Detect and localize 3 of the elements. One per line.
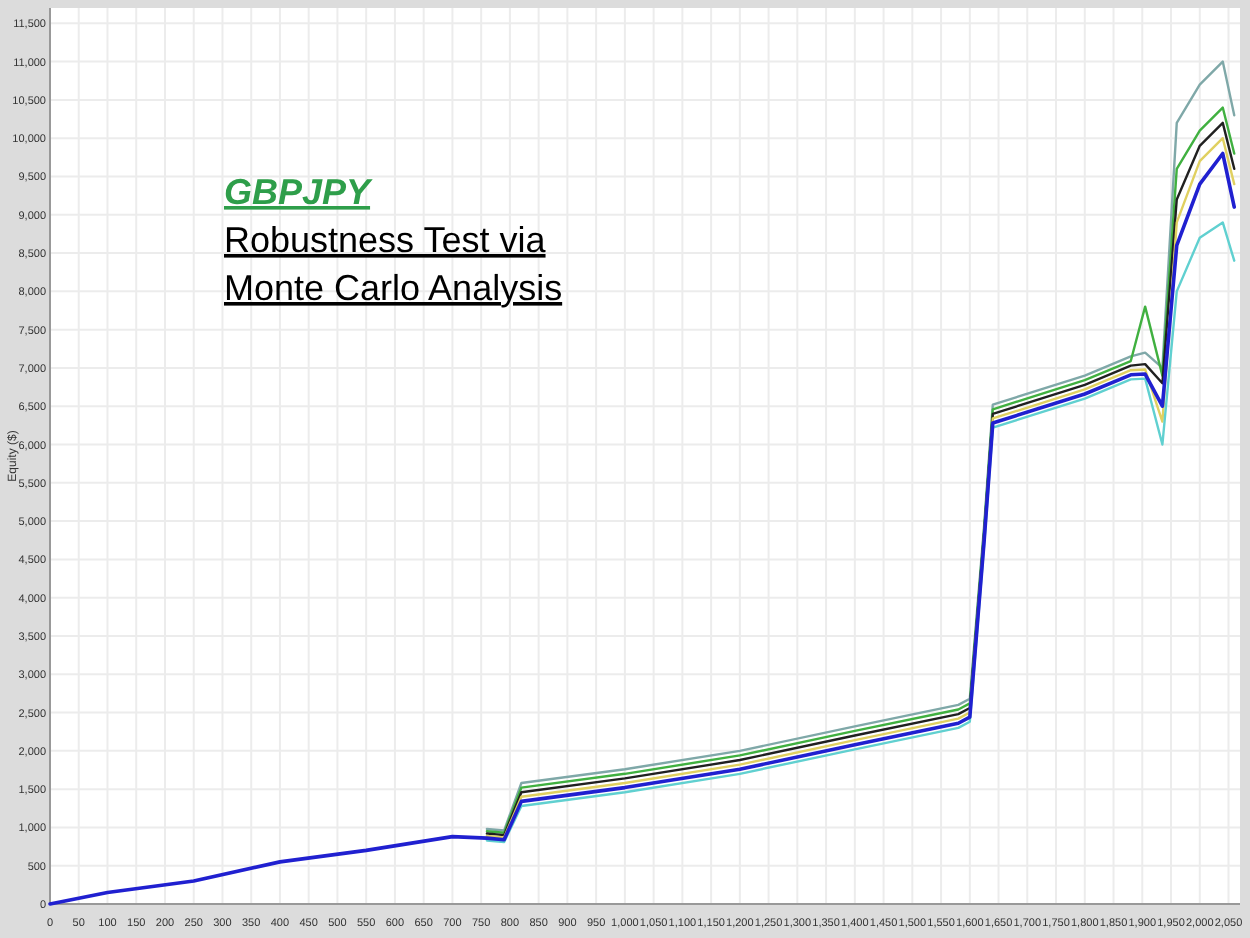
annotation: GBPJPY (224, 172, 375, 212)
annotation: Robustness Test via (224, 220, 548, 260)
annotation: Monte Carlo Analysis (224, 268, 563, 308)
